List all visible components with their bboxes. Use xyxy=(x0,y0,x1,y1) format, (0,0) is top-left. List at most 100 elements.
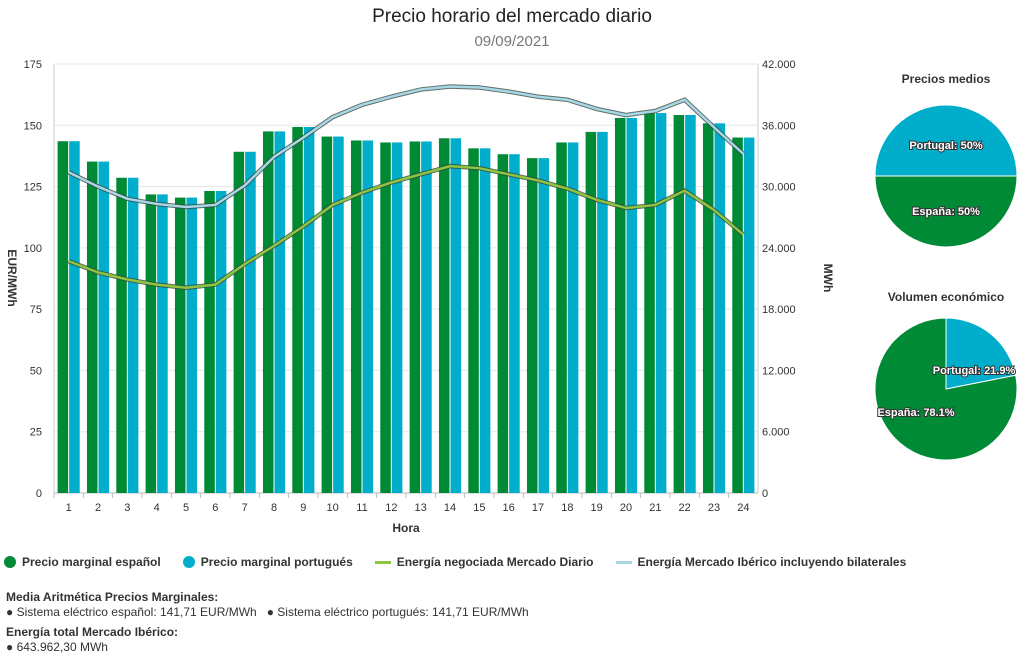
x-tick-label: 16 xyxy=(503,502,515,514)
chart-legend: Precio marginal español Precio marginal … xyxy=(4,555,928,569)
bar-precio-espanol[interactable] xyxy=(57,141,69,493)
pie-precios-medios-title: Precios medios xyxy=(902,72,991,86)
bar-precio-portugues[interactable] xyxy=(215,190,227,493)
portugal-price: ● Sistema eléctrico portugués: 141,71 EU… xyxy=(266,605,529,619)
bar-precio-espanol[interactable] xyxy=(497,154,509,493)
bar-precio-portugues[interactable] xyxy=(655,113,667,494)
bar-precio-espanol[interactable] xyxy=(702,123,714,493)
pie-slice[interactable] xyxy=(874,175,1018,248)
bar-precio-espanol[interactable] xyxy=(673,114,685,493)
bar-precio-portugues[interactable] xyxy=(98,161,110,493)
bar-precio-portugues[interactable] xyxy=(303,127,315,494)
bar-precio-portugues[interactable] xyxy=(245,151,256,493)
pie-slice[interactable] xyxy=(874,317,1018,461)
bar-precio-portugues[interactable] xyxy=(479,148,491,493)
bar-precio-portugues[interactable] xyxy=(626,117,638,493)
line-energia-diario[interactable] xyxy=(68,164,745,289)
bar-precio-portugues[interactable] xyxy=(450,138,462,493)
bar-precio-espanol[interactable] xyxy=(233,151,245,493)
bar-precio-espanol[interactable] xyxy=(556,142,567,493)
bar-precio-espanol[interactable] xyxy=(526,158,538,493)
bar-precio-portugues[interactable] xyxy=(157,194,168,493)
bar-precio-espanol[interactable] xyxy=(409,141,421,493)
x-tick-label: 23 xyxy=(708,502,720,514)
y-axis-ticks: 0 25 50 75 100 125 150 175 xyxy=(24,59,42,500)
y-axis-label: EUR/MWh xyxy=(5,249,19,306)
bar-precio-portugues[interactable] xyxy=(597,131,608,493)
pie-precios-medios: Portugal: 50% España: 50% xyxy=(874,104,1018,248)
bar-precio-portugues[interactable] xyxy=(333,136,344,493)
bar-precio-espanol[interactable] xyxy=(321,136,333,493)
bar-precio-portugues[interactable] xyxy=(509,154,520,493)
line-energia-iberico[interactable] xyxy=(68,85,745,209)
bar-precio-portugues[interactable] xyxy=(274,131,286,493)
x-tick-label: 15 xyxy=(473,502,485,514)
bar-precio-portugues[interactable] xyxy=(186,197,198,494)
bar-precio-portugues[interactable] xyxy=(127,177,139,494)
bar-precio-espanol[interactable] xyxy=(644,113,655,494)
legend-label: Precio marginal portugués xyxy=(200,555,353,569)
x-tick-label: 11 xyxy=(356,502,367,514)
energy-heading: Energía total Mercado Ibérico: xyxy=(6,625,179,639)
pie-volumen-economico: Portugal: 21.9% España: 78.1% xyxy=(874,317,1018,461)
x-tick-label: 19 xyxy=(591,502,603,514)
legend-item-energia-iberico[interactable]: Energía Mercado Ibérico incluyendo bilat… xyxy=(615,555,906,569)
bar-precio-espanol[interactable] xyxy=(438,138,450,493)
y2-tick-label: 12.000 xyxy=(762,365,796,377)
bar-precio-espanol[interactable] xyxy=(116,177,127,494)
bar-precio-espanol[interactable] xyxy=(86,161,98,493)
y2-tick-label: 0 xyxy=(762,488,768,500)
bar-precio-espanol[interactable] xyxy=(174,197,186,494)
y2-tick-label: 24.000 xyxy=(762,243,796,255)
y-tick-label: 25 xyxy=(30,427,42,439)
bar-precio-portugues[interactable] xyxy=(685,114,696,493)
legend-item-precio-espanol[interactable]: Precio marginal español xyxy=(4,555,161,569)
pie-slice[interactable] xyxy=(945,317,1017,390)
pie-slice-label: Portugal: 21.9% xyxy=(933,365,1016,377)
bar-precio-espanol[interactable] xyxy=(145,194,157,493)
bar-precio-espanol[interactable] xyxy=(732,137,743,494)
x-tick-label: 3 xyxy=(124,502,130,514)
x-tick-label: 1 xyxy=(66,502,72,514)
prices-row: ● Sistema eléctrico español: 141,71 EUR/… xyxy=(6,605,529,620)
y2-tick-label: 6.000 xyxy=(762,427,790,439)
legend-item-energia-diario[interactable]: Energía negociada Mercado Diario xyxy=(374,555,594,569)
y2-axis-ticks: 0 6.000 12.000 18.000 24.000 30.000 36.000 42.0… xyxy=(762,59,796,500)
x-tick-label: 22 xyxy=(679,502,691,514)
x-tick-label: 6 xyxy=(212,502,218,514)
pie-slice-label: España: 50% xyxy=(912,206,980,218)
x-axis-label: Hora xyxy=(392,521,420,535)
bar-precio-espanol[interactable] xyxy=(468,148,479,493)
bar-precio-portugues[interactable] xyxy=(538,158,550,493)
bar-precio-espanol[interactable] xyxy=(292,127,303,494)
bar-precio-espanol[interactable] xyxy=(204,190,215,493)
bar-precio-portugues[interactable] xyxy=(421,141,432,493)
x-tick-label: 10 xyxy=(327,502,339,514)
bar-precio-portugues[interactable] xyxy=(743,137,755,494)
legend-marker xyxy=(615,560,632,564)
bar-precio-espanol[interactable] xyxy=(614,117,626,493)
x-axis-ticks: 1 2 3 4 5 6 7 8 9 10 11 12 13 14 15 16 17 18 19 20 21 22 23 24 xyxy=(53,493,749,514)
bar-precio-portugues[interactable] xyxy=(714,123,726,493)
y2-tick-label: 30.000 xyxy=(762,182,796,194)
x-tick-label: 17 xyxy=(532,502,544,514)
bar-precio-espanol[interactable] xyxy=(380,142,391,493)
pie-slice[interactable] xyxy=(874,104,1018,177)
legend-item-precio-portugues[interactable]: Precio marginal portugués xyxy=(182,555,353,569)
x-tick-label: 8 xyxy=(271,502,277,514)
x-tick-label: 9 xyxy=(300,502,306,514)
bar-precio-espanol[interactable] xyxy=(262,131,274,493)
energy-total: ● 643.962,30 MWh xyxy=(6,640,108,654)
bar-precio-espanol[interactable] xyxy=(350,140,362,494)
x-tick-label: 2 xyxy=(95,502,101,514)
x-tick-label: 4 xyxy=(154,502,160,514)
bar-precio-portugues[interactable] xyxy=(567,142,579,493)
bar-precio-espanol[interactable] xyxy=(585,131,597,493)
bar-precio-portugues[interactable] xyxy=(362,140,374,494)
bar-precio-portugues[interactable] xyxy=(391,142,403,493)
chart-subtitle: 09/09/2021 xyxy=(474,33,550,50)
y-tick-label: 100 xyxy=(24,243,42,255)
y2-tick-label: 42.000 xyxy=(762,59,796,71)
bar-precio-portugues[interactable] xyxy=(69,141,80,493)
